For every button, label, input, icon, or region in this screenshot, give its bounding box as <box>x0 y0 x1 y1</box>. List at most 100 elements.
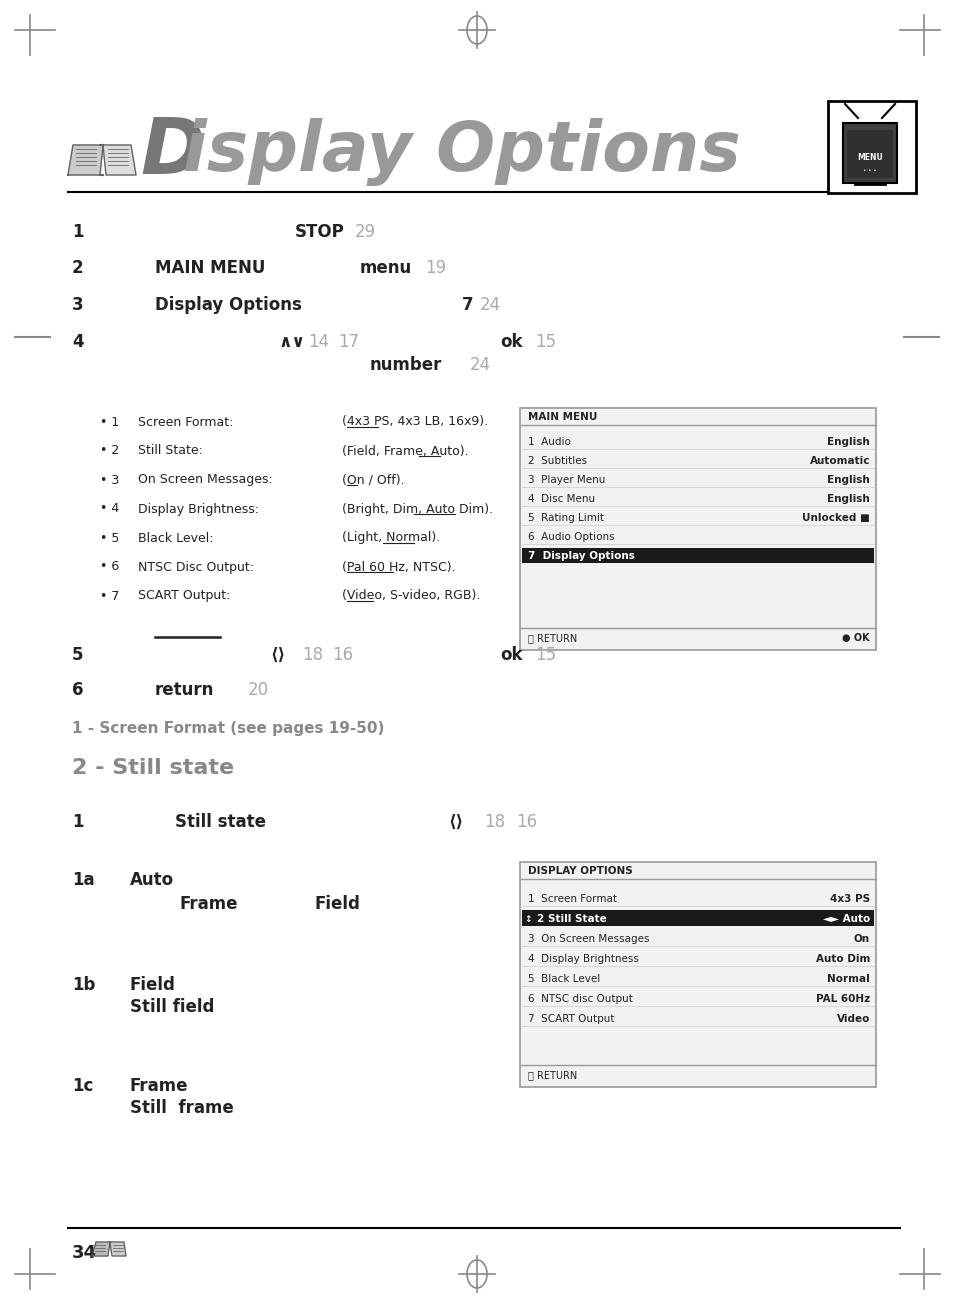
Text: 1 - Screen Format (see pages 19-50): 1 - Screen Format (see pages 19-50) <box>71 721 384 735</box>
Text: 1  Audio: 1 Audio <box>527 437 570 447</box>
Text: 4  Disc Menu: 4 Disc Menu <box>527 494 595 505</box>
Text: Still field: Still field <box>130 998 214 1016</box>
Text: number: number <box>370 356 442 374</box>
Text: Field: Field <box>130 975 175 994</box>
Text: isplay Options: isplay Options <box>183 117 740 186</box>
Text: return: return <box>154 681 214 699</box>
Text: (On / Off).: (On / Off). <box>341 473 404 486</box>
Text: 7  SCART Output: 7 SCART Output <box>527 1015 614 1024</box>
Text: 4x3 PS: 4x3 PS <box>829 895 869 904</box>
Text: 34: 34 <box>71 1244 97 1262</box>
Text: ⟨⟩: ⟨⟩ <box>448 812 463 831</box>
Text: (Video, S-video, RGB).: (Video, S-video, RGB). <box>341 589 480 602</box>
Text: 20: 20 <box>248 681 269 699</box>
Text: • 4: • 4 <box>100 502 119 515</box>
Text: • 1: • 1 <box>100 416 119 429</box>
Text: 7: 7 <box>461 296 473 314</box>
Text: NTSC Disc Output:: NTSC Disc Output: <box>138 561 253 574</box>
Text: ⟨⟩: ⟨⟩ <box>270 645 285 664</box>
Text: SCART Output:: SCART Output: <box>138 589 230 602</box>
Text: ok: ok <box>499 333 522 351</box>
Text: 19: 19 <box>424 259 446 276</box>
Text: 29: 29 <box>355 223 375 241</box>
Bar <box>519 408 875 649</box>
Text: Still state: Still state <box>174 812 266 831</box>
Text: Display Options: Display Options <box>154 296 301 314</box>
Text: PAL 60Hz: PAL 60Hz <box>815 994 869 1004</box>
Text: ok: ok <box>499 645 522 664</box>
Text: 7  Display Options: 7 Display Options <box>527 552 634 561</box>
Text: Automatic: Automatic <box>809 456 869 466</box>
Text: ⓘ RETURN: ⓘ RETURN <box>527 632 577 643</box>
Text: • 3: • 3 <box>100 473 119 486</box>
Text: 18: 18 <box>483 812 504 831</box>
Text: 1b: 1b <box>71 975 95 994</box>
Text: menu: menu <box>359 259 412 276</box>
Text: 24: 24 <box>470 356 491 374</box>
Text: 1: 1 <box>71 812 84 831</box>
Text: 16: 16 <box>516 812 537 831</box>
Text: DISPLAY OPTIONS: DISPLAY OPTIONS <box>527 866 632 876</box>
Text: (Bright, Dim, Auto Dim).: (Bright, Dim, Auto Dim). <box>341 502 493 515</box>
Text: 2  Subtitles: 2 Subtitles <box>527 456 586 466</box>
Text: English: English <box>826 494 869 505</box>
Text: STOP: STOP <box>294 223 344 241</box>
Text: (Field, Frame, Auto).: (Field, Frame, Auto). <box>341 445 468 458</box>
Text: MENU: MENU <box>856 154 882 163</box>
Text: Still State:: Still State: <box>138 445 203 458</box>
Text: English: English <box>826 437 869 447</box>
Text: 18: 18 <box>302 645 323 664</box>
Polygon shape <box>103 145 136 175</box>
Text: ◄► Auto: ◄► Auto <box>821 914 869 925</box>
Text: Still  frame: Still frame <box>130 1099 233 1118</box>
Bar <box>521 910 873 926</box>
Text: 14: 14 <box>308 333 329 351</box>
Text: • 2: • 2 <box>100 445 119 458</box>
Text: Auto: Auto <box>130 871 174 889</box>
Text: 4: 4 <box>71 333 84 351</box>
Text: Frame: Frame <box>130 1077 189 1095</box>
Text: Video: Video <box>836 1015 869 1024</box>
Bar <box>521 548 873 563</box>
Polygon shape <box>110 1241 126 1256</box>
Text: 2: 2 <box>71 259 84 276</box>
Text: • 6: • 6 <box>100 561 119 574</box>
Bar <box>827 100 915 193</box>
Text: • 7: • 7 <box>100 589 119 602</box>
Bar <box>846 130 892 179</box>
Polygon shape <box>68 145 103 175</box>
Text: ∧∨: ∧∨ <box>277 333 305 351</box>
Text: 1a: 1a <box>71 871 94 889</box>
Text: 1  Screen Format: 1 Screen Format <box>527 895 617 904</box>
Text: 5  Rating Limit: 5 Rating Limit <box>527 512 603 523</box>
Text: Unlocked ■: Unlocked ■ <box>801 512 869 523</box>
Text: Field: Field <box>314 895 360 913</box>
Text: 16: 16 <box>332 645 353 664</box>
Bar <box>842 123 896 183</box>
Text: 2 - Still state: 2 - Still state <box>71 758 233 778</box>
Polygon shape <box>91 1241 110 1256</box>
Text: ↕: ↕ <box>523 914 531 923</box>
Text: Normal: Normal <box>826 974 869 985</box>
Text: (4x3 PS, 4x3 LB, 16x9).: (4x3 PS, 4x3 LB, 16x9). <box>341 416 488 429</box>
Text: MAIN MENU: MAIN MENU <box>154 259 265 276</box>
Text: Still State: Still State <box>547 914 606 925</box>
Text: 5  Black Level: 5 Black Level <box>527 974 599 985</box>
Text: 5: 5 <box>71 645 84 664</box>
Text: (Light, Normal).: (Light, Normal). <box>341 532 439 545</box>
Text: 2: 2 <box>536 914 542 925</box>
Text: Auto Dim: Auto Dim <box>815 955 869 964</box>
Text: 1c: 1c <box>71 1077 93 1095</box>
Text: (Pal 60 Hz, NTSC).: (Pal 60 Hz, NTSC). <box>341 561 456 574</box>
Text: 4  Display Brightness: 4 Display Brightness <box>527 955 639 964</box>
Text: • • •: • • • <box>862 167 876 172</box>
Text: 6  Audio Options: 6 Audio Options <box>527 532 614 542</box>
Text: 1: 1 <box>71 223 84 241</box>
Text: 24: 24 <box>479 296 500 314</box>
Text: 3  On Screen Messages: 3 On Screen Messages <box>527 934 649 944</box>
Text: 17: 17 <box>337 333 358 351</box>
Text: Black Level:: Black Level: <box>138 532 213 545</box>
Text: MAIN MENU: MAIN MENU <box>527 412 597 422</box>
Text: 3: 3 <box>71 296 84 314</box>
Text: 15: 15 <box>535 645 556 664</box>
